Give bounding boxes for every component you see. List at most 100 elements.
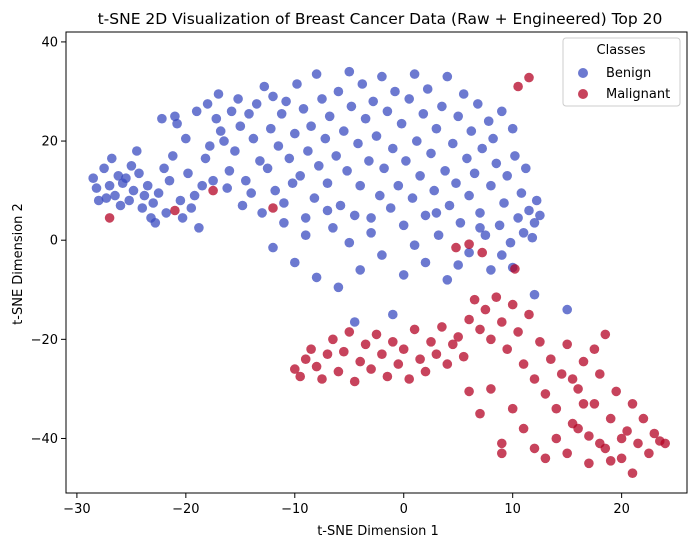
data-point-benign [344,237,355,248]
data-point-malignant [170,205,180,216]
data-point-benign [333,282,344,293]
data-point-benign [226,106,237,117]
data-point-malignant [551,403,562,414]
data-point-malignant [382,371,393,382]
data-point-benign [324,111,335,122]
data-point-benign [349,210,360,221]
data-point-benign [375,190,385,201]
data-point-malignant [633,438,643,449]
data-point-benign [518,228,529,238]
data-point-benign [181,133,191,144]
data-point-benign [317,94,327,104]
data-point-benign [186,203,197,213]
data-point-benign [409,240,420,250]
data-point-benign [331,151,342,161]
data-point-malignant [584,431,594,441]
data-point-benign [355,180,366,191]
data-point-malignant [649,428,660,439]
data-point-malignant [398,344,409,355]
data-point-benign [398,270,409,280]
data-point-malignant [442,359,453,369]
data-point-malignant [333,366,344,377]
data-point-benign [306,121,316,131]
data-point-benign [161,208,171,218]
data-point-benign [159,163,169,174]
data-point-malignant [426,337,436,347]
data-point-benign [440,166,450,176]
x-tick-label: −30 [63,502,90,517]
data-point-benign [189,190,200,201]
data-point-benign [453,260,464,270]
data-point-malignant [556,369,567,379]
data-point-benign [480,230,491,240]
data-point-benign [157,113,167,124]
data-point-benign [497,250,507,260]
data-point-benign [431,208,442,218]
legend: Classes Benign Malignant [562,37,681,107]
data-point-malignant [491,292,502,303]
data-point-benign [153,188,164,198]
data-point-benign [268,91,278,102]
data-point-malignant [486,384,496,394]
data-point-benign [475,208,485,218]
data-point-benign [444,200,455,211]
plot-frame [65,31,688,494]
data-point-benign [150,218,161,228]
data-point-malignant [300,354,311,365]
data-point-benign [442,275,453,285]
data-point-benign [531,195,542,206]
data-point-benign [259,81,270,92]
data-point-malignant [371,329,382,340]
data-point-benign [513,213,523,223]
data-point-malignant [415,354,425,365]
data-point-benign [527,232,538,243]
data-point-benign [357,79,368,89]
data-point-benign [115,200,126,211]
data-point-benign [366,228,376,238]
y-tick-label: 40 [41,35,58,50]
data-point-malignant [453,332,464,342]
data-point-malignant [595,369,605,379]
data-point-benign [442,71,453,82]
data-point-benign [420,210,431,221]
data-point-benign [268,242,278,253]
data-point-benign [170,111,180,122]
data-point-malignant [475,408,485,419]
data-point-benign [266,123,276,134]
data-point-benign [208,175,218,186]
data-point-benign [371,131,382,141]
data-point-benign [346,101,357,112]
x-tick-label: 20 [613,502,630,517]
data-point-benign [237,200,248,211]
data-point-benign [311,272,322,283]
data-point-malignant [540,453,551,464]
data-point-benign [148,198,158,208]
data-point-malignant [573,423,583,434]
legend-title: Classes [597,43,646,58]
data-point-benign [194,223,204,233]
data-point-benign [349,317,360,327]
data-point-benign [507,123,518,134]
data-point-benign [355,265,366,275]
data-point-benign [230,146,240,156]
data-point-benign [91,183,102,193]
data-point-malignant [377,349,387,360]
data-point-malignant [605,413,616,424]
data-point-malignant [562,339,572,350]
data-point-malignant [366,364,376,374]
data-point-benign [224,166,235,176]
legend-marker-malignant [578,89,588,99]
data-point-benign [393,180,404,191]
data-point-malignant [611,386,621,397]
data-point-benign [491,158,502,169]
data-point-benign [342,166,352,176]
data-point-benign [164,175,175,186]
data-point-benign [132,146,142,156]
y-tick-label: 20 [41,135,58,150]
data-point-malignant [529,443,540,454]
data-point-malignant [622,426,632,436]
data-point-malignant [518,423,529,434]
y-axis-label: t-SNE Dimension 2 [11,203,26,325]
data-point-benign [529,218,540,228]
